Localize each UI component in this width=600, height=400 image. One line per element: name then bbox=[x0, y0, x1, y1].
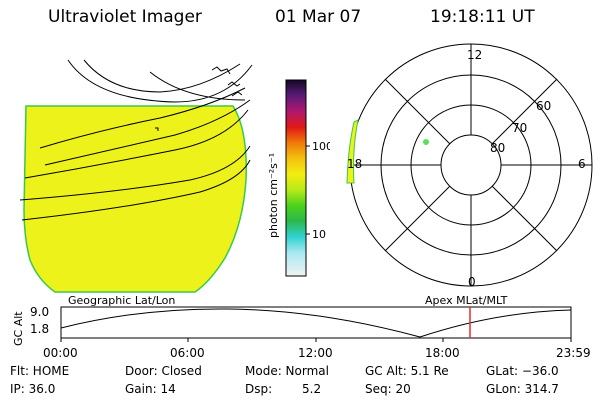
gc-alt-axis-label: GC Alt bbox=[12, 311, 25, 346]
geographic-image-panel bbox=[19, 59, 253, 293]
lat-label-60: 60 bbox=[536, 99, 551, 113]
dsp-label: Dsp: bbox=[245, 382, 273, 396]
timeline-frame bbox=[60, 306, 572, 339]
ip-status: IP: 36.0 bbox=[10, 382, 56, 396]
y-bottom-label: 1.8 bbox=[30, 322, 49, 336]
geographic-label: Geographic Lat/Lon bbox=[68, 294, 176, 307]
time-tick-1200: 12:00 bbox=[298, 346, 333, 360]
mlt-label-18: 18 bbox=[347, 157, 362, 171]
colorbar-unit-label: photon cm⁻²s⁻¹ bbox=[267, 153, 280, 238]
mlt-label-6: 6 bbox=[578, 157, 586, 171]
sequence-status: Seq: 20 bbox=[365, 382, 411, 396]
gc-alt-status: GC Alt: 5.1 Re bbox=[365, 364, 449, 378]
gain-status: Gain: 14 bbox=[125, 382, 176, 396]
glat-status: GLat: −36.0 bbox=[486, 364, 559, 378]
polar-emission-edge bbox=[346, 119, 359, 184]
time-tick-2359: 23:59 bbox=[556, 346, 591, 360]
lat-lon-grid bbox=[19, 59, 253, 221]
mlt-label-0: 0 bbox=[468, 275, 476, 289]
dsp-value: 5.2 bbox=[302, 382, 322, 396]
altitude-curve bbox=[60, 308, 572, 338]
emission-region bbox=[23, 105, 247, 293]
apex-label: Apex MLat/MLT bbox=[425, 294, 508, 307]
time-tick-1800: 18:00 bbox=[425, 346, 460, 360]
polar-mlt-plot: 12 18 6 0 60 70 80 bbox=[346, 43, 593, 289]
y-top-label: 9.0 bbox=[30, 305, 49, 319]
polar-dot-marker bbox=[423, 139, 429, 145]
lat-label-80: 80 bbox=[490, 141, 505, 155]
flight-status: Flt: HOME bbox=[10, 364, 70, 378]
colorbar-gradient bbox=[285, 79, 307, 277]
colorbar-tick-100: 100 bbox=[312, 140, 330, 153]
door-status: Door: Closed bbox=[125, 364, 202, 378]
time-tick-0600: 06:00 bbox=[170, 346, 205, 360]
coastline-fragments bbox=[155, 66, 243, 131]
lat-label-70: 70 bbox=[512, 121, 527, 135]
glon-status: GLon: 314.7 bbox=[486, 382, 559, 396]
colorbar: 100 10 photon cm⁻²s⁻¹ bbox=[267, 79, 330, 277]
time-label: 19:18:11 UT bbox=[430, 7, 535, 27]
colorbar-tick-10: 10 bbox=[312, 228, 326, 241]
altitude-timeline: GC Alt 9.0 1.8 00:00 06:00 12:00 18:00 2… bbox=[12, 305, 591, 360]
mlt-label-12: 12 bbox=[467, 48, 482, 62]
date-label: 01 Mar 07 bbox=[275, 7, 362, 27]
mode-status: Mode: Normal bbox=[245, 364, 329, 378]
instrument-title: Ultraviolet Imager bbox=[48, 7, 202, 27]
time-tick-0000: 00:00 bbox=[43, 346, 78, 360]
